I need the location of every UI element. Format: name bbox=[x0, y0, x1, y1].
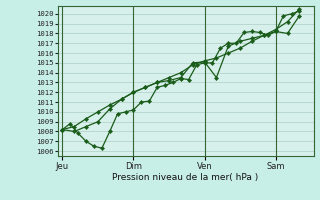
X-axis label: Pression niveau de la mer( hPa ): Pression niveau de la mer( hPa ) bbox=[112, 173, 259, 182]
